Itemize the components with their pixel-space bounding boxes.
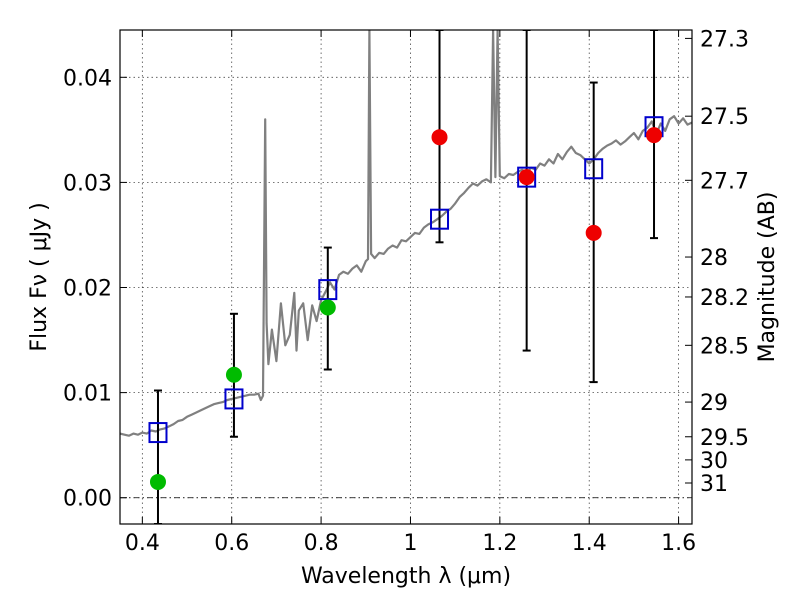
y-tick-label: 0.01 — [63, 382, 112, 407]
right-tick-label: 27.7 — [700, 169, 749, 194]
y-tick-label: 0.02 — [63, 277, 112, 302]
model-square-point — [148, 422, 168, 444]
y-tick-label: 0.03 — [63, 171, 112, 196]
right-tick-label: 28 — [700, 246, 728, 271]
x-tick-label: 1.2 — [482, 531, 517, 556]
x-tick-label: 0.6 — [214, 531, 249, 556]
detection-point — [518, 169, 535, 186]
right-y-axis-label: Magnitude (AB) — [755, 192, 780, 363]
y-tick-label: 0.04 — [63, 66, 112, 91]
plot-content — [120, 30, 692, 524]
x-tick-label: 0.8 — [304, 531, 339, 556]
spectrum-line — [120, 30, 692, 437]
detection-point — [149, 473, 166, 490]
x-tick-label: 1 — [403, 531, 417, 556]
model-square-point — [318, 279, 338, 301]
y-axis-label: Flux Fν ( μJy ) — [27, 202, 52, 351]
detection-point — [319, 299, 336, 316]
grid-layer — [120, 30, 692, 524]
x-tick-label: 1.4 — [572, 531, 607, 556]
right-tick-label: 27.3 — [700, 27, 749, 52]
model-square-point — [224, 388, 244, 410]
right-tick-label: 29 — [700, 391, 728, 416]
x-tick-label: 1.6 — [661, 531, 696, 556]
right-tick-label: 28.5 — [700, 334, 749, 359]
detection-point — [431, 129, 448, 146]
y-tick-label: 0.00 — [63, 487, 112, 512]
model-square-point — [430, 208, 450, 230]
right-tick-label: 30 — [700, 449, 728, 474]
right-tick-label: 31 — [700, 472, 728, 497]
detection-point — [646, 127, 663, 144]
plot-frame — [119, 29, 693, 525]
right-tick-label: 28.2 — [700, 286, 749, 311]
tick-layer: 0.4 0.6 0.8 1 1.2 1.4 1.6 0.00 0.01 0.02 0.03 0.04 2… — [63, 27, 749, 556]
detection-point — [225, 366, 242, 383]
right-tick-label: 27.5 — [700, 105, 749, 130]
x-axis-label: Wavelength λ (μm) — [301, 564, 511, 589]
plot-layer — [120, 30, 692, 524]
model-square-point — [517, 166, 537, 188]
model-square-point — [584, 158, 604, 180]
x-tick-label: 0.4 — [125, 531, 160, 556]
right-tick-label: 29.5 — [700, 426, 749, 451]
detection-point — [585, 224, 602, 241]
